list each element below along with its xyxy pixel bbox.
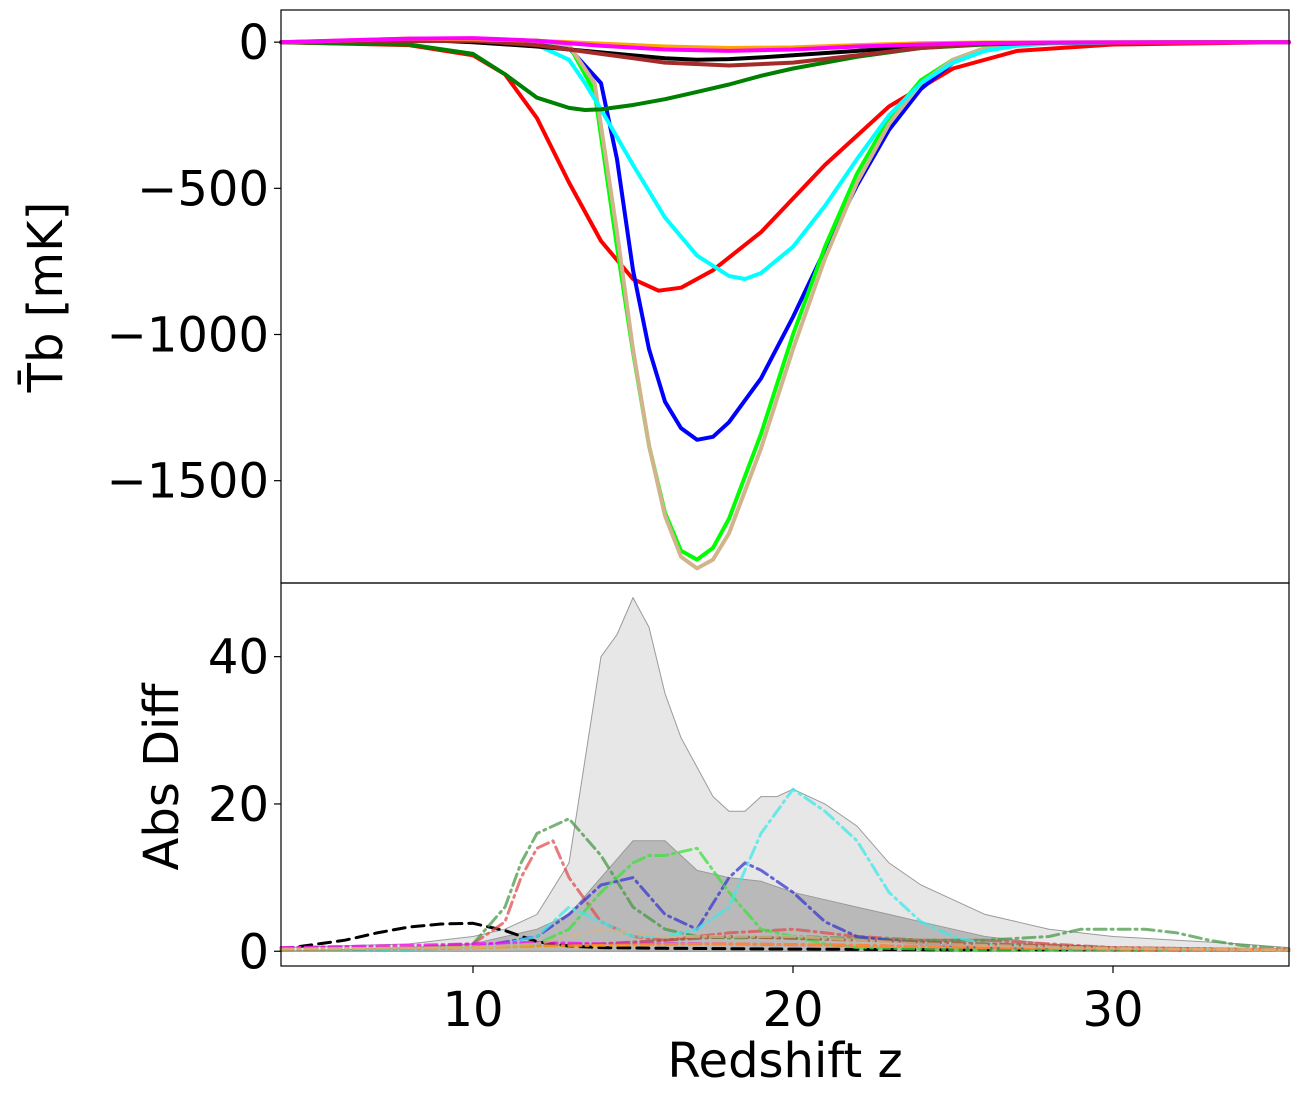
top-y-tick-label-0: 0 bbox=[238, 15, 269, 71]
bottom-y-tick-label-1: 20 bbox=[208, 777, 269, 833]
x-tick-label-0: 10 bbox=[442, 982, 503, 1038]
x-tick-label-2: 30 bbox=[1082, 982, 1143, 1038]
top-plot-frame bbox=[280, 9, 1290, 584]
top-y-tick-label-1: −500 bbox=[137, 161, 269, 217]
top-series-line-4 bbox=[279, 37, 1291, 281]
top-series-line-5 bbox=[279, 40, 1291, 112]
bottom-y-tick-label-2: 40 bbox=[208, 630, 269, 686]
bottom-plot-frame bbox=[280, 582, 1290, 967]
bottom-y-axis-label: Abs Diff bbox=[134, 683, 190, 871]
top-series-line-9 bbox=[279, 36, 1291, 53]
top-series-line-2 bbox=[279, 37, 1291, 562]
bottom-series-line-0 bbox=[279, 921, 1291, 952]
bottom-y-tick-label-0: 0 bbox=[238, 924, 269, 980]
top-y-axis-label: T̄b [mK] bbox=[17, 202, 74, 394]
x-tick-label-1: 20 bbox=[762, 982, 823, 1038]
bottom-series-line-8 bbox=[279, 942, 1291, 952]
bottom-series-line-6 bbox=[279, 935, 1291, 952]
top-series-line-3 bbox=[279, 37, 1291, 571]
x-axis-label: Redshift z bbox=[667, 1033, 902, 1089]
bottom-series-line-9 bbox=[279, 927, 1291, 952]
top-y-tick-label-3: −1500 bbox=[107, 454, 269, 510]
top-panel: 0 −500 −1000 −1500 T̄b [mK] bbox=[17, 9, 1291, 584]
bottom-panel: 0 20 40 10 20 30 Abs Diff Redshift z bbox=[134, 582, 1291, 1089]
top-y-tick-label-2: −1000 bbox=[107, 308, 269, 364]
